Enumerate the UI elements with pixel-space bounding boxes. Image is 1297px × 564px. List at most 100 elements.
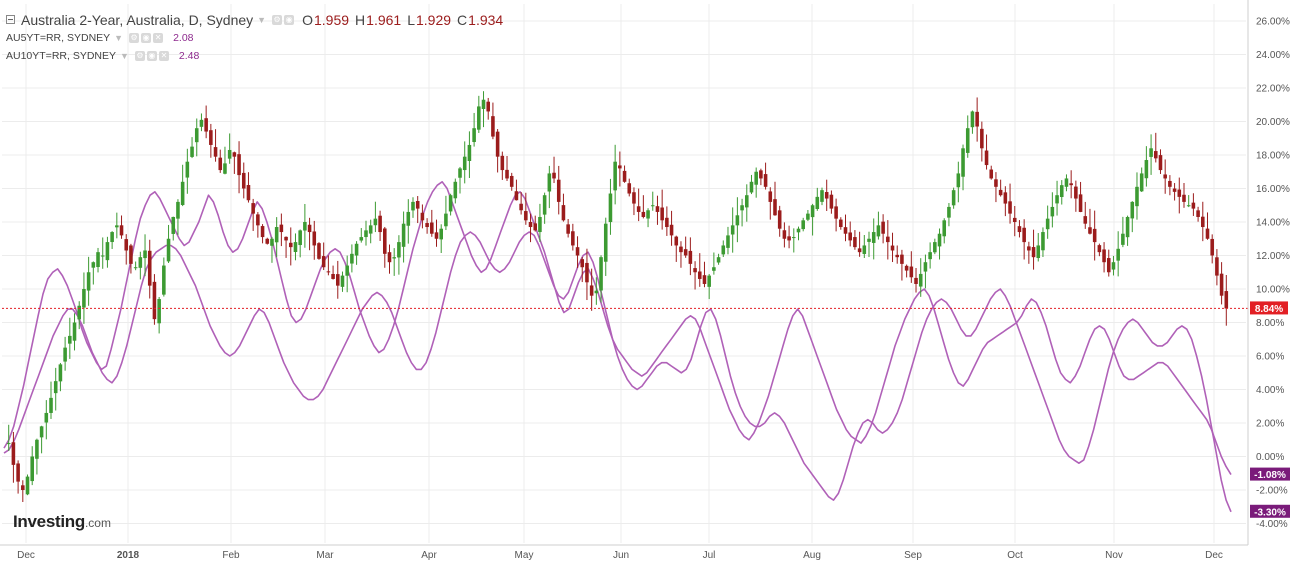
candle-body [190,146,194,157]
candle [180,164,185,207]
candle-body [984,150,989,166]
candle [223,146,227,175]
candle [716,253,721,265]
candle-body [364,230,368,238]
candle [232,151,237,174]
y-tick-label: 24.00% [1256,50,1290,61]
candle [462,141,467,184]
candle-body [274,227,279,243]
candle [594,277,599,305]
candle [1186,195,1191,208]
candle-body [1125,216,1130,238]
candle-body [1088,227,1092,234]
collapse-icon[interactable] [6,15,15,24]
candle [72,313,77,351]
candle [293,233,298,261]
candle [1224,275,1229,326]
candle [1074,180,1078,212]
candle-body [942,220,947,237]
y-tick-label: 12.00% [1256,251,1290,262]
hide-icon[interactable]: ◉ [284,14,295,25]
candle-body [387,252,392,263]
settings-icon[interactable]: ⚙ [129,33,140,43]
candle-body [138,257,143,268]
candle-body [608,193,613,223]
candle-body [68,335,72,344]
candle-body [16,463,20,482]
candle [25,474,30,496]
candle [1168,175,1172,196]
candle [806,209,810,222]
candle [303,203,307,248]
candle [1027,241,1031,264]
candle [547,165,552,209]
candle [585,248,589,301]
legend-main-row: Australia 2-Year, Australia, D, Sydney ▼… [6,10,503,29]
candle [1064,174,1069,192]
y-tick-label: 14.00% [1256,218,1290,229]
candle-body [547,173,552,192]
candle [307,217,312,251]
candle-body [994,179,998,187]
candle-body [603,223,608,262]
candle-body [1215,257,1219,276]
close-icon[interactable]: ✕ [153,33,164,43]
candle-body [176,201,180,219]
y-tick-label: 4.00% [1256,385,1284,396]
candle [1036,233,1041,262]
settings-icon[interactable]: ⚙ [272,14,283,25]
candle-body [519,203,523,211]
candle [110,231,114,249]
candle-body [886,236,890,243]
candle [951,187,956,209]
chevron-down-icon[interactable]: ▼ [257,14,267,25]
candle-body [1111,262,1116,270]
candle [1144,146,1149,187]
candle-body [697,271,702,279]
candle-body [194,128,199,143]
candle-body [815,196,820,209]
candle-body [392,257,396,259]
candle [317,242,321,260]
candle [693,261,697,290]
candle-body [655,206,660,212]
chevron-down-icon[interactable]: ▼ [120,51,129,61]
candle [871,218,876,260]
candle [674,235,679,262]
candle [961,144,965,191]
candle-body [420,212,425,221]
candle-body [777,210,782,229]
hide-icon[interactable]: ◉ [146,51,157,61]
candle-body [96,252,100,268]
candle [387,244,392,274]
candle [241,162,246,199]
settings-icon[interactable]: ⚙ [134,51,145,61]
hide-icon[interactable]: ◉ [141,33,152,43]
candle-body [434,232,439,239]
candle-body [213,147,218,157]
candle [1055,180,1059,216]
candle [1177,177,1182,214]
close-icon[interactable]: ✕ [158,51,169,61]
candle [96,247,100,273]
candle [420,204,425,229]
candle [143,234,147,277]
candle-body [44,412,49,423]
candle-body [486,101,491,112]
candle-body [580,259,585,268]
chevron-down-icon[interactable]: ▼ [114,33,124,43]
candle-body [105,242,110,261]
candle-body [129,245,133,264]
candle-body [1168,180,1172,187]
series-line-au5y [3,181,1232,476]
candle [284,236,288,258]
candle [392,248,396,276]
candle-body [1219,273,1224,296]
candle [787,225,791,249]
candle-body [171,216,176,234]
candle-body [1201,216,1205,228]
candle [618,151,622,187]
candle-body [961,148,965,177]
candle [702,261,707,288]
